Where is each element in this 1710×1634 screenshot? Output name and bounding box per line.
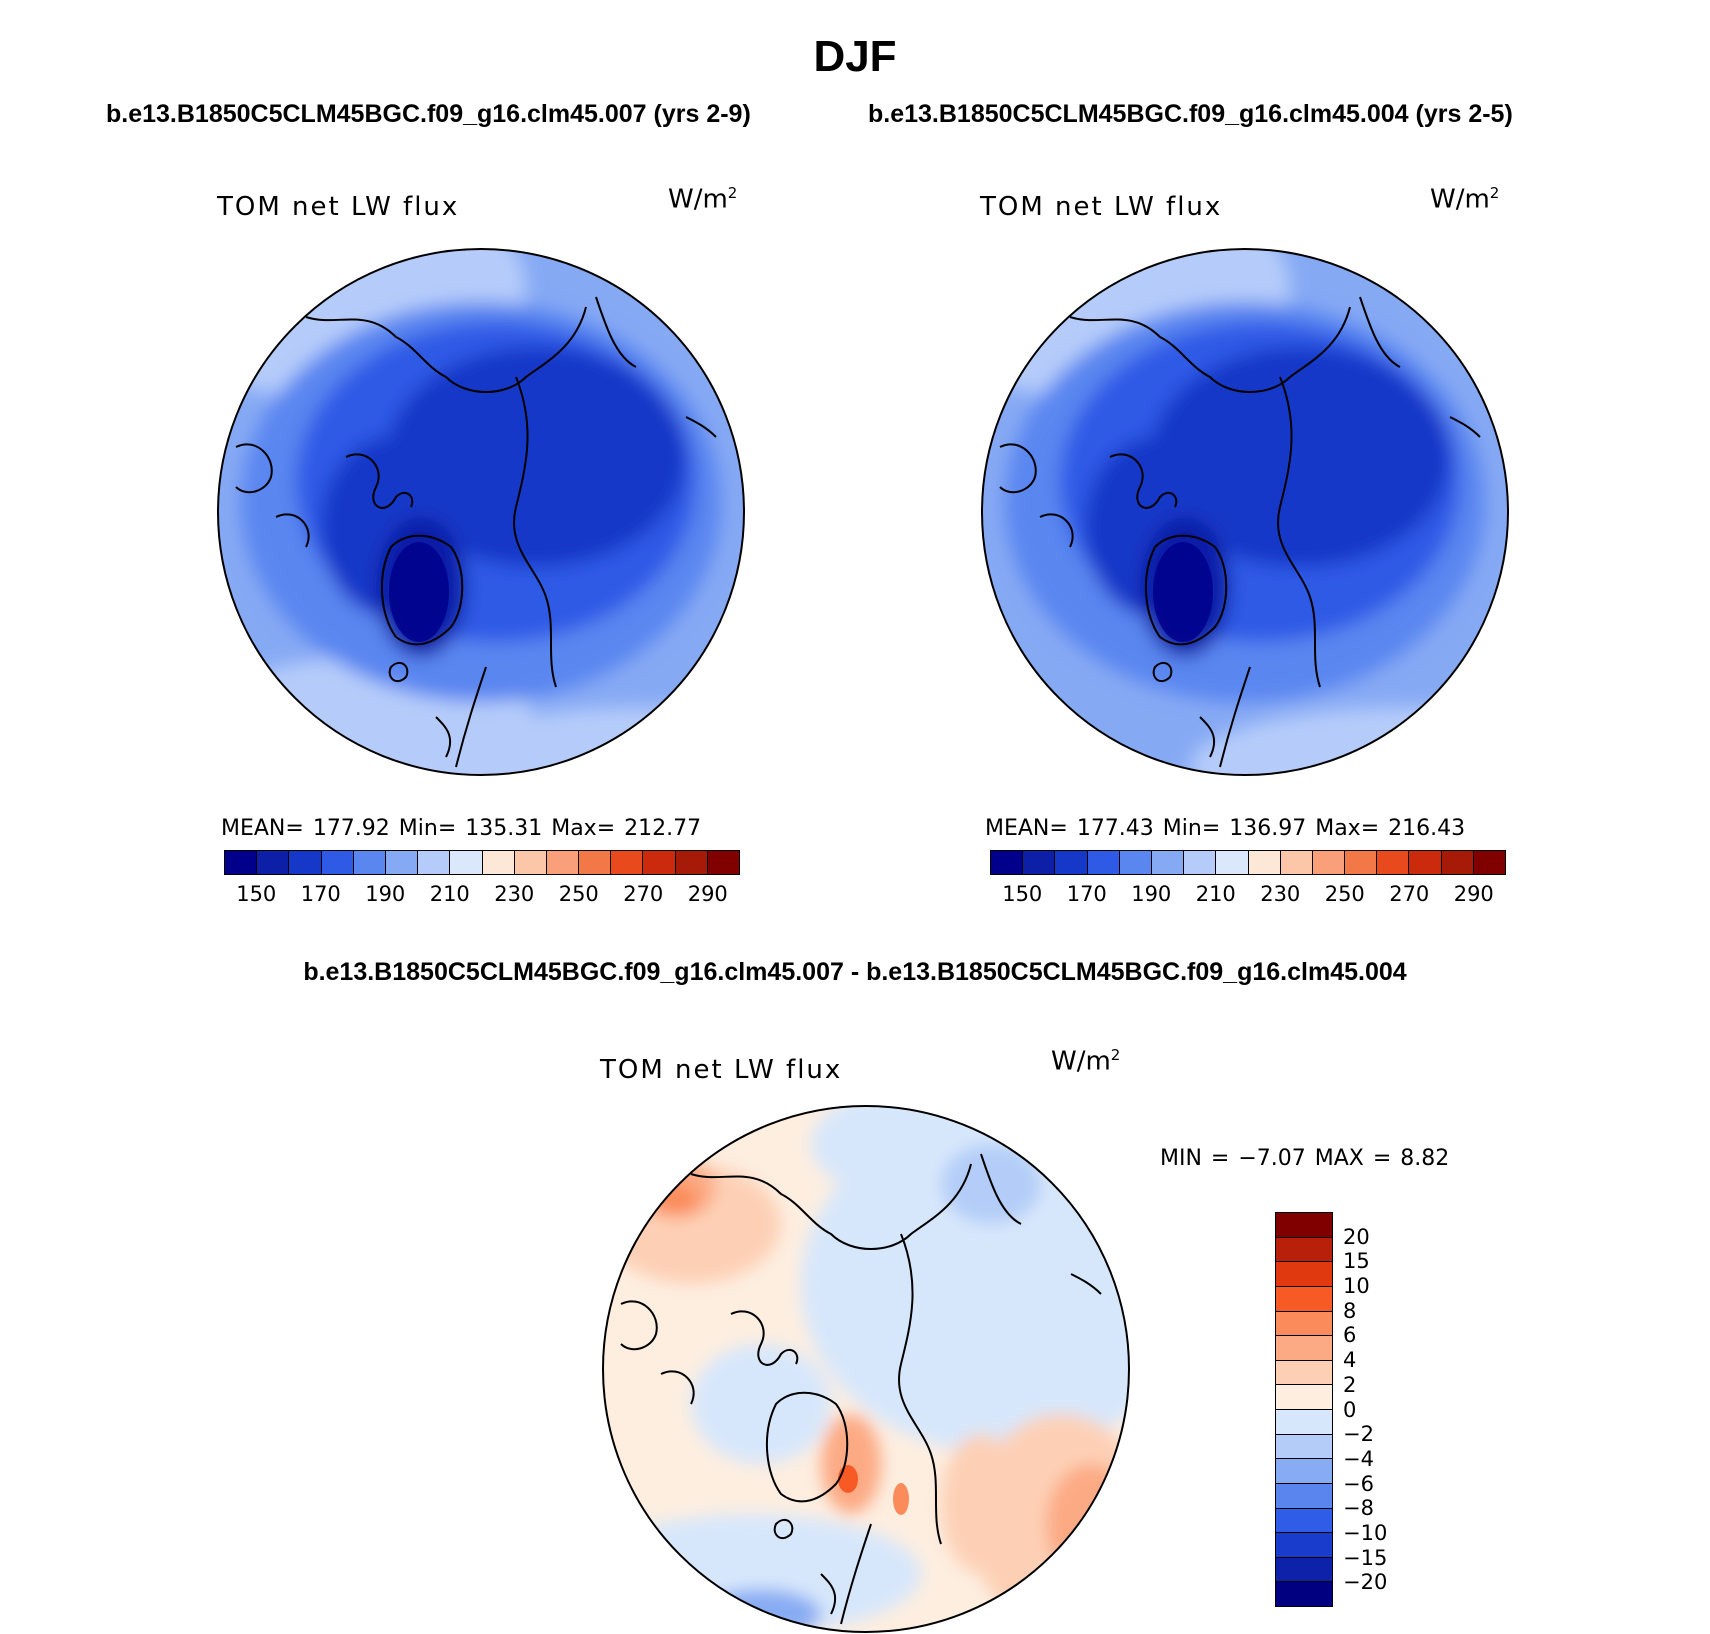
left-variable-label: TOM net LW flux	[217, 192, 460, 222]
left-colorbar-tick: 190	[365, 882, 406, 906]
right-colorbar-tick: 210	[1195, 882, 1236, 906]
case-title-right: b.e13.B1850C5CLM45BGC.f09_g16.clm45.004 …	[868, 100, 1513, 128]
page-title: DJF	[813, 32, 897, 81]
diff-colorbar-swatch	[1276, 1533, 1332, 1558]
diff-colorbar-tick: 6	[1343, 1323, 1357, 1348]
diff-colorbar	[1275, 1212, 1333, 1607]
diff-colorbar-swatch	[1276, 1237, 1332, 1263]
left-colorbar-swatch	[418, 851, 451, 874]
diff-variable-label: TOM net LW flux	[600, 1055, 843, 1085]
left-colorbar-swatch	[514, 851, 547, 874]
left-units-label: W/m2	[668, 184, 738, 215]
diff-colorbar-tick: 20	[1343, 1224, 1370, 1249]
left-colorbar-tick: 250	[558, 882, 599, 906]
left-colorbar-tick: 230	[494, 882, 535, 906]
diff-colorbar-tick: −10	[1343, 1520, 1388, 1545]
diff-colorbar-tick: −8	[1343, 1496, 1374, 1521]
diff-colorbar-swatch	[1276, 1311, 1332, 1337]
right-colorbar-swatch	[1119, 851, 1152, 874]
left-colorbar-swatch	[353, 851, 386, 874]
right-colorbar-swatch	[1087, 851, 1120, 874]
diff-colorbar-tick: −2	[1343, 1422, 1374, 1447]
left-colorbar-swatch	[546, 851, 580, 874]
left-colorbar-tick: 270	[623, 882, 664, 906]
diff-colorbar-tick: −15	[1343, 1545, 1388, 1570]
left-colorbar-tick: 170	[300, 882, 341, 906]
left-colorbar-swatch	[643, 851, 676, 874]
left-colorbar-swatch	[675, 851, 708, 874]
diff-colorbar-tick: −20	[1343, 1570, 1388, 1595]
left-colorbar-swatch	[225, 851, 258, 874]
right-colorbar-swatch	[1248, 851, 1281, 874]
diff-colorbar-swatch	[1276, 1213, 1332, 1238]
right-colorbar-swatch	[1377, 851, 1410, 874]
right-colorbar-tick: 250	[1324, 882, 1365, 906]
right-colorbar-tick: 190	[1131, 882, 1172, 906]
right-colorbar-swatch	[1216, 851, 1249, 874]
right-colorbar-swatch	[1345, 851, 1378, 874]
right-variable-label: TOM net LW flux	[980, 192, 1223, 222]
left-colorbar-swatch	[707, 851, 739, 874]
right-colorbar-tick: 150	[1002, 882, 1043, 906]
right-colorbar-swatch	[1023, 851, 1056, 874]
right-colorbar-tick: 290	[1453, 882, 1494, 906]
diff-units-label: W/m2	[1051, 1046, 1121, 1077]
diff-colorbar-swatch	[1276, 1582, 1332, 1606]
right-colorbar-swatch	[1312, 851, 1346, 874]
left-colorbar-swatch	[385, 851, 419, 874]
diff-polar-map	[602, 1105, 1130, 1633]
left-colorbar-tick: 290	[687, 882, 728, 906]
diff-colorbar-tick: 15	[1343, 1249, 1370, 1274]
right-colorbar-swatch	[1055, 851, 1088, 874]
diff-minmax: MIN = −7.07 MAX = 8.82	[1160, 1146, 1450, 1171]
diff-colorbar-swatch	[1276, 1385, 1332, 1410]
left-colorbar-tick: 150	[236, 882, 277, 906]
left-colorbar-swatch	[450, 851, 483, 874]
diff-colorbar-swatch	[1276, 1410, 1332, 1435]
right-colorbar-tick: 270	[1389, 882, 1430, 906]
diff-colorbar-tick: 10	[1343, 1274, 1370, 1299]
right-colorbar-swatch	[1280, 851, 1313, 874]
right-units-label: W/m2	[1430, 184, 1500, 215]
diff-colorbar-swatch	[1276, 1483, 1332, 1509]
diff-colorbar-tick: 2	[1343, 1372, 1357, 1397]
right-colorbar-tick: 170	[1066, 882, 1107, 906]
diff-colorbar-swatch	[1276, 1262, 1332, 1287]
left-colorbar-swatch	[321, 851, 354, 874]
right-colorbar-tick: 230	[1260, 882, 1301, 906]
diff-colorbar-swatch	[1276, 1336, 1332, 1361]
right-colorbar-swatch	[1409, 851, 1442, 874]
left-polar-map	[217, 248, 745, 776]
diff-colorbar-tick: −4	[1343, 1446, 1374, 1471]
diff-colorbar-tick: −6	[1343, 1471, 1374, 1496]
left-colorbar-swatch	[611, 851, 644, 874]
left-colorbar-swatch	[482, 851, 515, 874]
right-colorbar-swatch	[1473, 851, 1505, 874]
case-title-left: b.e13.B1850C5CLM45BGC.f09_g16.clm45.007 …	[106, 100, 751, 128]
right-colorbar	[990, 850, 1506, 875]
right-stats: MEAN= 177.43 Min= 136.97 Max= 216.43	[985, 816, 1466, 841]
right-colorbar-swatch	[991, 851, 1024, 874]
diff-colorbar-tick: 4	[1343, 1348, 1357, 1373]
left-colorbar-swatch	[257, 851, 290, 874]
diff-colorbar-tick: 8	[1343, 1298, 1357, 1323]
right-colorbar-swatch	[1441, 851, 1474, 874]
right-colorbar-swatch	[1151, 851, 1185, 874]
diff-title: b.e13.B1850C5CLM45BGC.f09_g16.clm45.007 …	[303, 958, 1407, 986]
diff-colorbar-tick: 0	[1343, 1397, 1357, 1422]
diff-colorbar-swatch	[1276, 1360, 1332, 1386]
right-polar-map	[981, 248, 1509, 776]
left-colorbar-tick: 210	[429, 882, 470, 906]
left-colorbar	[224, 850, 740, 875]
left-colorbar-swatch	[289, 851, 322, 874]
left-stats: MEAN= 177.92 Min= 135.31 Max= 212.77	[221, 816, 702, 841]
diff-colorbar-swatch	[1276, 1557, 1332, 1583]
diff-colorbar-swatch	[1276, 1508, 1332, 1534]
left-colorbar-swatch	[579, 851, 612, 874]
diff-colorbar-swatch	[1276, 1434, 1332, 1460]
diff-colorbar-swatch	[1276, 1459, 1332, 1484]
right-colorbar-swatch	[1184, 851, 1217, 874]
diff-colorbar-swatch	[1276, 1286, 1332, 1312]
